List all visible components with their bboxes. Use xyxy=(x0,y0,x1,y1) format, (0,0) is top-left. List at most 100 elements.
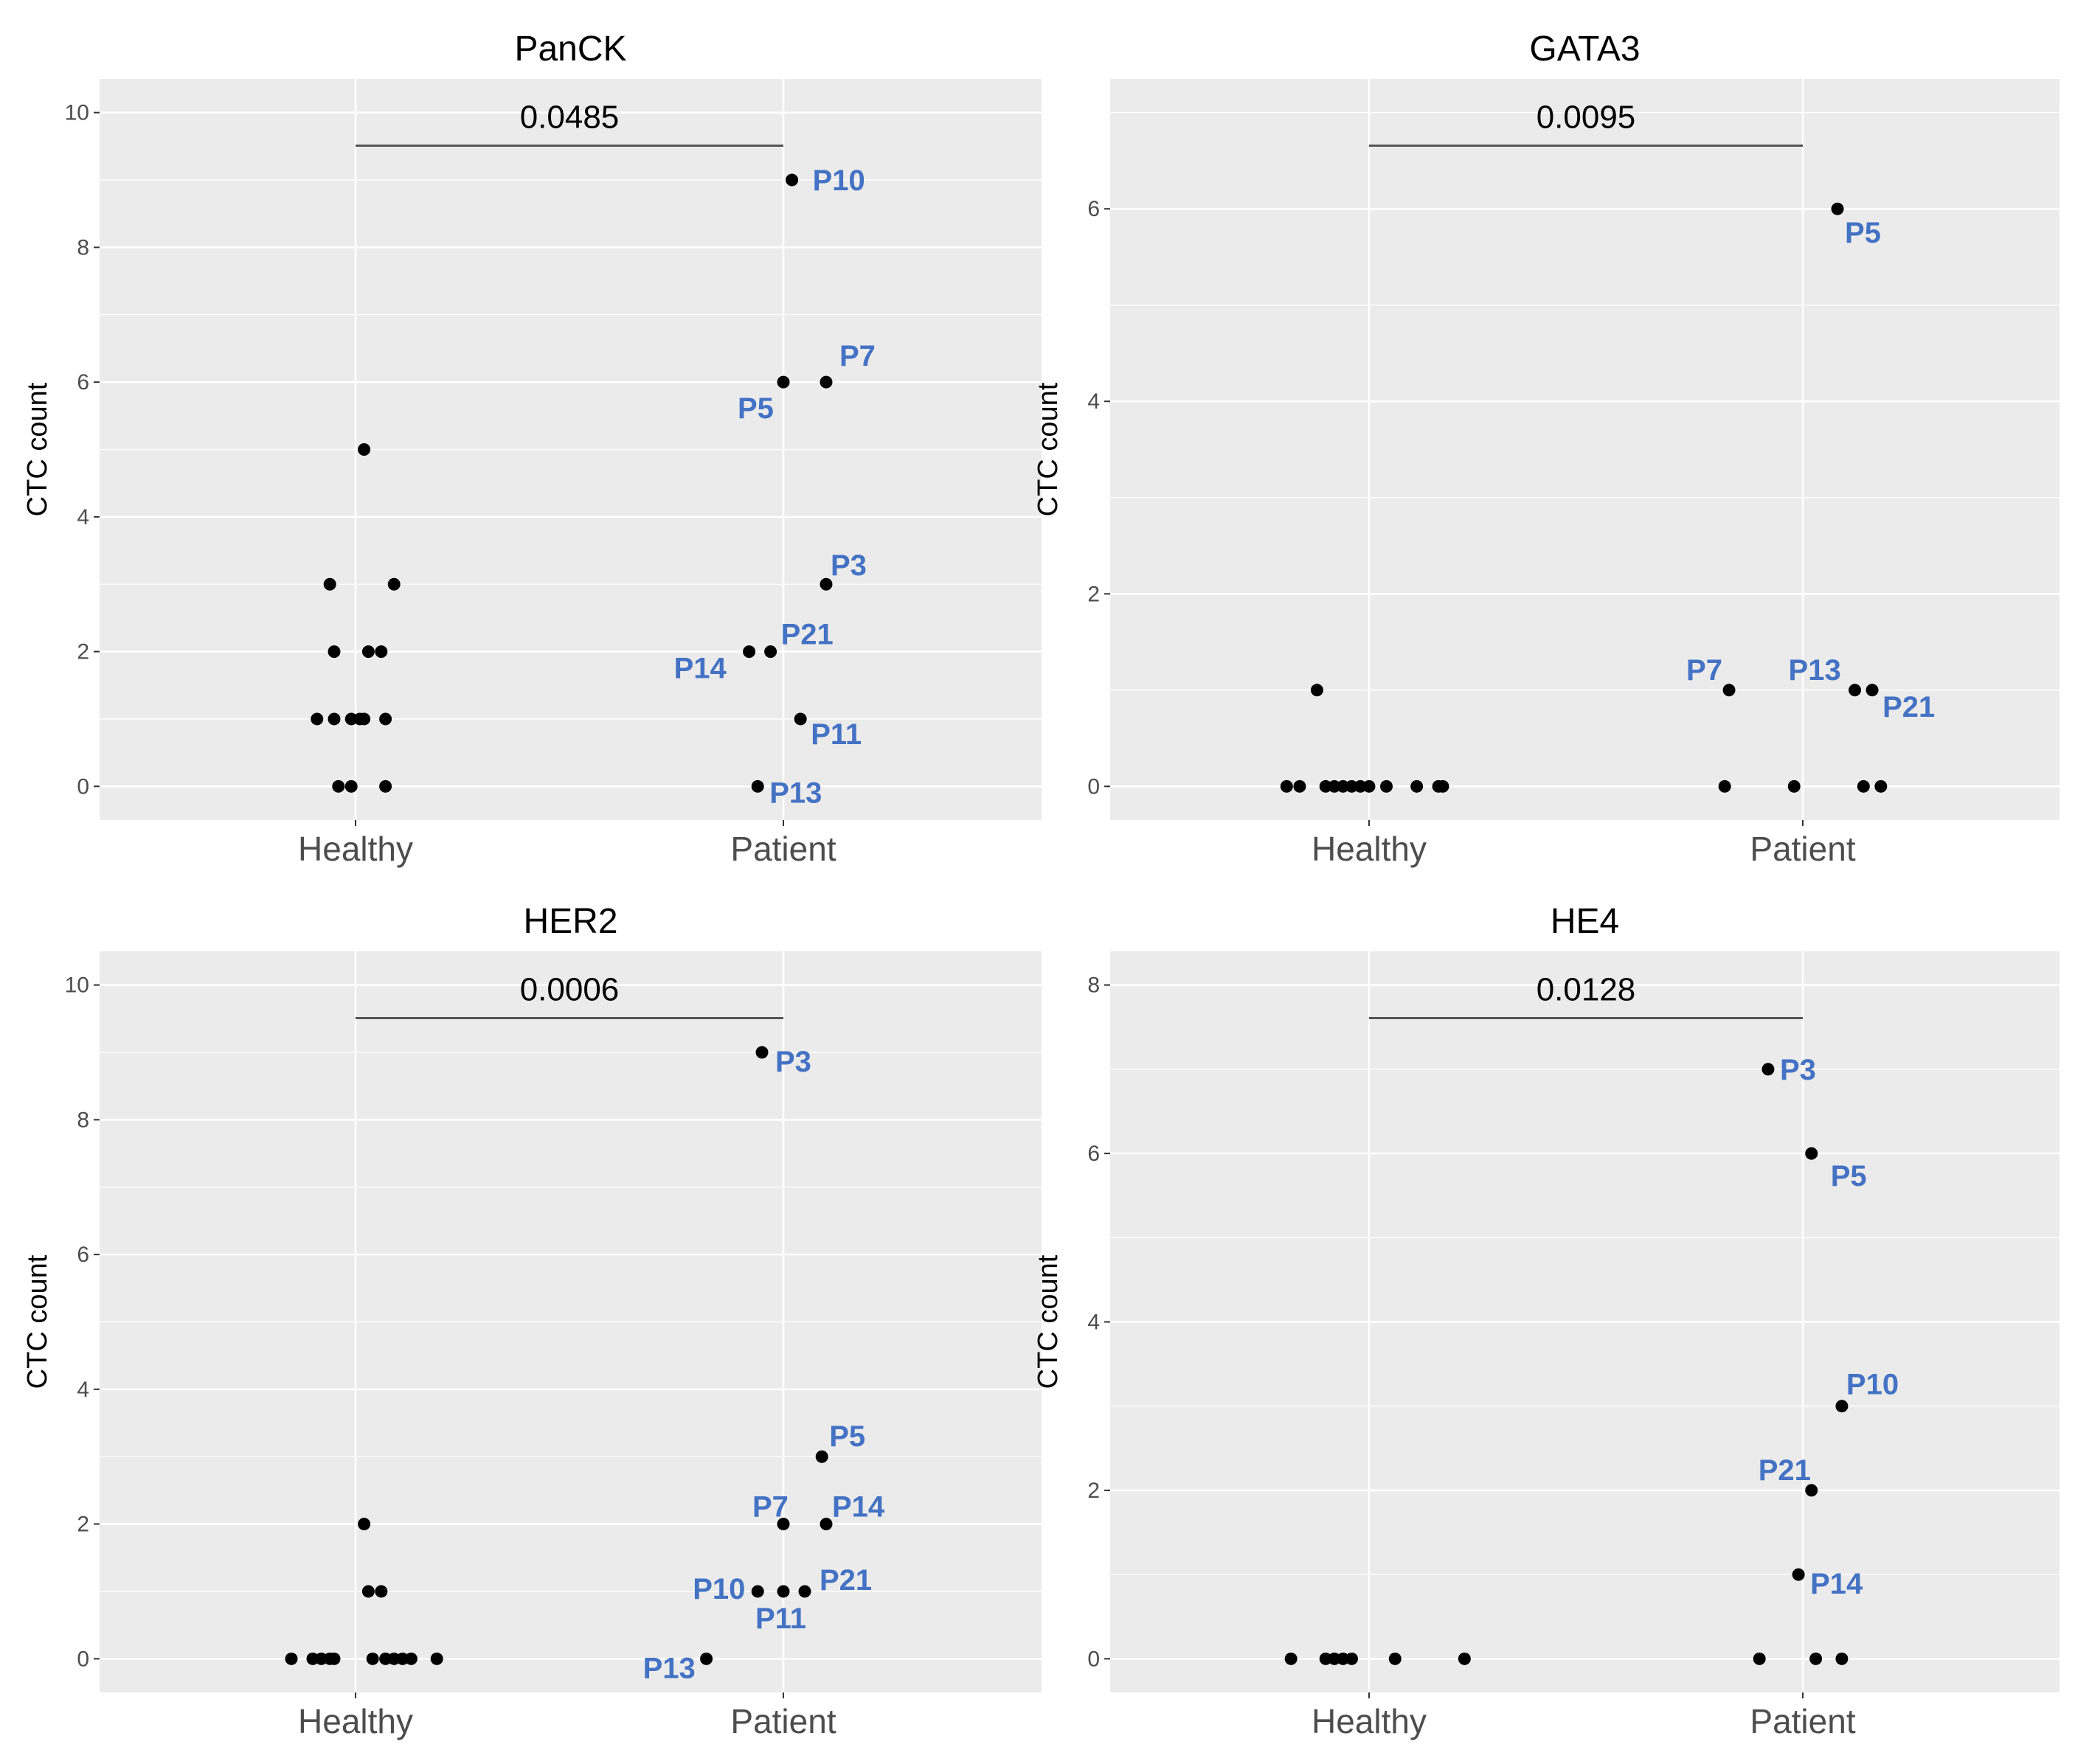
data-point-healthy xyxy=(332,779,345,793)
panel-title: HE4 xyxy=(1551,902,1619,941)
y-tick-label: 4 xyxy=(1087,1310,1100,1335)
point-label: P7 xyxy=(839,340,876,372)
data-point-healthy xyxy=(430,1652,443,1665)
y-tick-label: 2 xyxy=(77,640,89,664)
data-point-healthy xyxy=(1345,1652,1358,1665)
y-tick-label: 0 xyxy=(77,774,89,799)
data-point-patient xyxy=(777,1518,790,1531)
data-point-healthy xyxy=(1345,779,1358,793)
data-point-healthy xyxy=(375,645,388,659)
y-axis-label: CTC count xyxy=(1033,382,1064,516)
data-point-patient xyxy=(1718,779,1731,793)
data-point-patient xyxy=(1874,779,1888,793)
data-point-patient xyxy=(1849,684,1862,697)
point-label: P7 xyxy=(752,1491,789,1524)
panel-title: PanCK xyxy=(514,29,626,69)
x-tick-label-patient: Patient xyxy=(730,1702,836,1740)
y-tick-label: 10 xyxy=(65,101,89,125)
point-label: P5 xyxy=(738,392,774,425)
point-label: P21 xyxy=(1882,691,1935,723)
data-point-patient xyxy=(1805,1147,1818,1160)
y-axis-label: CTC count xyxy=(22,382,53,516)
y-tick-label: 0 xyxy=(77,1647,89,1671)
data-point-patient xyxy=(1722,684,1736,697)
data-point-healthy xyxy=(366,1652,379,1665)
point-label: P10 xyxy=(693,1573,745,1605)
data-point-healthy xyxy=(1337,1652,1350,1665)
data-point-patient xyxy=(1753,1652,1766,1665)
data-point-healthy xyxy=(1280,779,1293,793)
data-point-patient xyxy=(1805,1484,1818,1497)
data-point-healthy xyxy=(1284,1652,1298,1665)
point-label: P14 xyxy=(674,653,727,685)
data-point-healthy xyxy=(1436,779,1449,793)
panel-gata3: 0 2 4 6 Healthy Patient GATA3 CTC count 0.0095 P5… xyxy=(1033,29,2059,868)
data-point-healthy xyxy=(375,1585,388,1598)
data-point-healthy xyxy=(379,712,392,726)
data-point-patient xyxy=(777,1585,790,1598)
data-point-healthy xyxy=(1319,779,1332,793)
y-tick-label: 6 xyxy=(1087,1142,1100,1166)
y-tick-label: 10 xyxy=(65,973,89,998)
data-point-healthy xyxy=(1310,684,1323,697)
data-point-patient xyxy=(1835,1652,1849,1665)
data-point-healthy xyxy=(1328,1652,1341,1665)
point-label: P14 xyxy=(1810,1568,1863,1600)
y-tick-label: 4 xyxy=(77,505,89,529)
y-tick-label: 8 xyxy=(1087,973,1100,998)
y-tick-label: 6 xyxy=(77,370,89,395)
p-value-label: 0.0485 xyxy=(520,99,620,135)
p-value-label: 0.0095 xyxy=(1537,99,1636,135)
point-label: P7 xyxy=(1686,654,1722,687)
y-tick-label: 8 xyxy=(77,1108,89,1132)
x-tick-label-patient: Patient xyxy=(1750,1702,1855,1740)
data-point-patient xyxy=(751,1585,764,1598)
data-point-patient xyxy=(1792,1568,1805,1581)
data-point-healthy xyxy=(1458,1652,1471,1665)
data-point-patient xyxy=(1831,202,1844,215)
point-label: P21 xyxy=(1759,1454,1811,1487)
data-point-healthy xyxy=(358,712,371,726)
point-label: P5 xyxy=(1831,1160,1867,1192)
point-label: P3 xyxy=(1780,1054,1816,1086)
data-point-patient xyxy=(777,375,790,389)
point-label: P11 xyxy=(755,1602,806,1635)
x-tick-label-healthy: Healthy xyxy=(1312,830,1427,868)
data-point-healthy xyxy=(1380,779,1393,793)
data-point-healthy xyxy=(285,1652,298,1665)
data-point-patient xyxy=(1809,1652,1823,1665)
point-label: P21 xyxy=(781,619,834,651)
data-point-healthy xyxy=(1388,1652,1402,1665)
data-point-patient xyxy=(751,779,764,793)
panel-title: HER2 xyxy=(523,902,617,941)
y-tick-label: 2 xyxy=(1087,1479,1100,1503)
data-point-patient xyxy=(1865,684,1879,697)
data-point-patient xyxy=(764,645,777,659)
point-label: P3 xyxy=(831,549,867,582)
p-value-label: 0.0128 xyxy=(1537,971,1636,1007)
y-tick-label: 8 xyxy=(77,235,89,260)
y-axis-label: CTC count xyxy=(22,1254,53,1389)
data-point-patient xyxy=(820,577,833,591)
data-point-healthy xyxy=(361,645,375,659)
y-tick-label: 0 xyxy=(1087,1647,1100,1671)
x-tick-label-healthy: Healthy xyxy=(298,830,413,868)
data-point-patient xyxy=(1761,1063,1775,1076)
y-tick-label: 4 xyxy=(77,1378,89,1402)
x-tick-label-patient: Patient xyxy=(1750,830,1855,868)
data-point-healthy xyxy=(323,577,336,591)
y-tick-label: 2 xyxy=(1087,582,1100,606)
data-point-healthy xyxy=(404,1652,418,1665)
data-point-patient xyxy=(1835,1400,1849,1413)
y-tick-label: 0 xyxy=(1087,774,1100,799)
data-point-healthy xyxy=(328,1652,341,1665)
data-point-patient xyxy=(794,712,807,726)
x-tick-label-healthy: Healthy xyxy=(298,1702,413,1740)
data-point-healthy xyxy=(1337,779,1350,793)
data-point-healthy xyxy=(328,712,341,726)
point-label: P13 xyxy=(643,1652,696,1684)
data-point-healthy xyxy=(1328,779,1341,793)
data-point-healthy xyxy=(387,577,401,591)
data-point-healthy xyxy=(358,1518,371,1531)
data-point-patient xyxy=(1787,779,1801,793)
